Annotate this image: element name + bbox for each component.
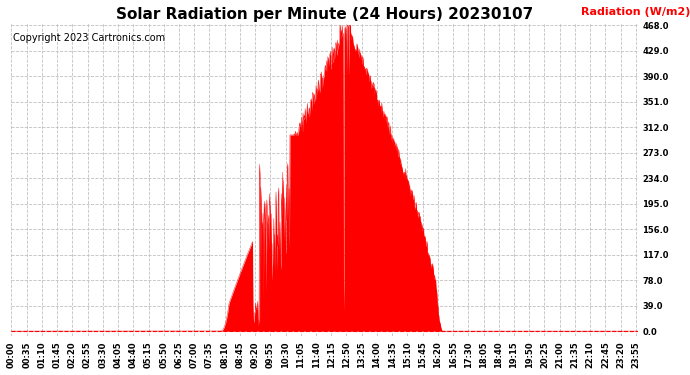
- Text: Copyright 2023 Cartronics.com: Copyright 2023 Cartronics.com: [12, 33, 165, 42]
- Text: Radiation (W/m2): Radiation (W/m2): [582, 7, 690, 17]
- Title: Solar Radiation per Minute (24 Hours) 20230107: Solar Radiation per Minute (24 Hours) 20…: [116, 7, 533, 22]
